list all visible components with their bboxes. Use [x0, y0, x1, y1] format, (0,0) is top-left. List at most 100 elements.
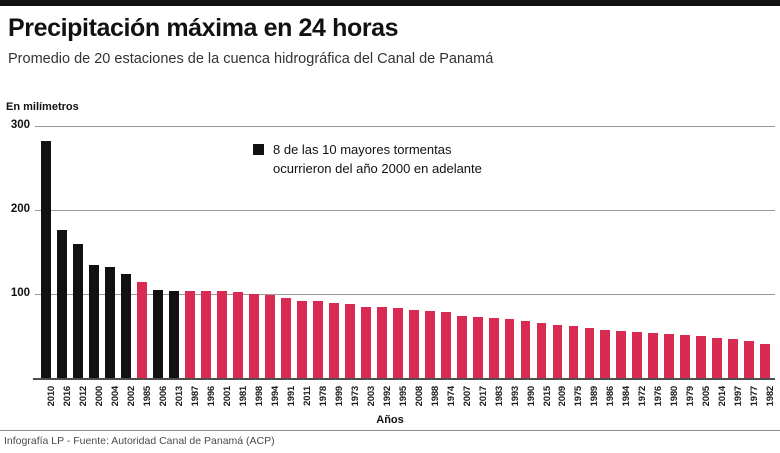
y-tick-label-200: 200 — [10, 203, 30, 215]
gridline-200 — [35, 210, 775, 211]
bar-slot — [629, 118, 645, 378]
bar-2008[interactable] — [408, 309, 419, 378]
bar-slot — [613, 118, 629, 378]
legend-swatch-icon — [253, 144, 264, 155]
bar-1991[interactable] — [280, 298, 291, 378]
page-subtitle: Promedio de 20 estaciones de la cuenca h… — [8, 51, 494, 67]
bar-1976[interactable] — [648, 332, 659, 378]
bar-slot — [741, 118, 757, 378]
bar-1972[interactable] — [632, 331, 643, 378]
bar-slot — [54, 118, 70, 378]
bar-1987[interactable] — [184, 290, 195, 378]
bar-slot — [581, 118, 597, 378]
axis-baseline — [33, 378, 775, 380]
bar-1978[interactable] — [312, 300, 323, 378]
bar-slot — [294, 118, 310, 378]
bar-slot — [134, 118, 150, 378]
bar-1996[interactable] — [200, 290, 211, 378]
gridline-100 — [35, 294, 775, 295]
bar-2003[interactable] — [360, 306, 371, 378]
bar-slot — [422, 118, 438, 378]
y-axis-units-label: En milímetros — [6, 101, 79, 113]
bar-slot — [693, 118, 709, 378]
bar-slot — [550, 118, 566, 378]
bar-1979[interactable] — [680, 335, 691, 378]
bar-slot — [182, 118, 198, 378]
bar-1988[interactable] — [424, 310, 435, 378]
bar-1999[interactable] — [328, 303, 339, 378]
bar-2001[interactable] — [216, 291, 227, 378]
bar-slot — [390, 118, 406, 378]
bar-2007[interactable] — [456, 315, 467, 378]
bar-slot — [150, 118, 166, 378]
bar-1998[interactable] — [248, 294, 259, 378]
bar-slot — [757, 118, 773, 378]
bar-1993[interactable] — [504, 319, 515, 378]
bar-slot — [70, 118, 86, 378]
bar-2005[interactable] — [696, 336, 707, 378]
y-tick-label-100: 100 — [10, 287, 30, 299]
bar-slot — [278, 118, 294, 378]
bar-2014[interactable] — [712, 337, 723, 378]
bar-2016[interactable] — [57, 230, 67, 378]
bar-1980[interactable] — [664, 334, 675, 378]
footer-divider — [0, 430, 780, 431]
bar-slot — [102, 118, 118, 378]
x-axis-title: Años — [376, 414, 404, 426]
bar-slot — [677, 118, 693, 378]
bar-2010[interactable] — [41, 141, 51, 378]
bar-slot — [118, 118, 134, 378]
footer-credit: Infografía LP - Fuente: Autoridad Canal … — [4, 435, 275, 447]
bar-slot — [534, 118, 550, 378]
bar-2004[interactable] — [104, 267, 115, 378]
chart-plot-area: 300 200 100 — [0, 118, 780, 383]
bar-slot — [661, 118, 677, 378]
bar-2012[interactable] — [73, 244, 83, 378]
legend-label: 8 de las 10 mayores tormentas ocurrieron… — [273, 142, 482, 176]
bar-1982[interactable] — [760, 343, 771, 378]
bar-1977[interactable] — [744, 341, 755, 378]
bar-1989[interactable] — [584, 328, 595, 378]
bar-1990[interactable] — [520, 320, 531, 378]
bar-2017[interactable] — [472, 316, 483, 378]
bar-slot — [470, 118, 486, 378]
bar-1985[interactable] — [136, 282, 147, 378]
bar-slot — [38, 118, 54, 378]
bar-2011[interactable] — [296, 300, 307, 378]
bar-1997[interactable] — [728, 338, 739, 378]
bar-1975[interactable] — [568, 325, 579, 378]
bar-1973[interactable] — [344, 304, 355, 378]
bar-slot — [86, 118, 102, 378]
bar-1974[interactable] — [440, 312, 451, 378]
bar-slot — [358, 118, 374, 378]
bar-slot — [406, 118, 422, 378]
bar-slot — [230, 118, 246, 378]
bar-2002[interactable] — [120, 273, 131, 378]
bars-group — [38, 118, 773, 378]
bar-1992[interactable] — [376, 307, 387, 378]
y-tick-label-300: 300 — [10, 119, 30, 131]
bar-1995[interactable] — [392, 308, 403, 378]
bar-slot — [597, 118, 613, 378]
bar-slot — [454, 118, 470, 378]
bar-slot — [374, 118, 390, 378]
bar-slot — [645, 118, 661, 378]
bar-slot — [709, 118, 725, 378]
chart-legend: 8 de las 10 mayores tormentas ocurrieron… — [253, 140, 513, 178]
bar-1986[interactable] — [600, 330, 611, 378]
bar-1983[interactable] — [488, 317, 499, 378]
bar-1984[interactable] — [616, 330, 627, 378]
bar-slot — [342, 118, 358, 378]
bar-slot — [166, 118, 182, 378]
bar-2015[interactable] — [536, 322, 547, 378]
gridline-300 — [35, 126, 775, 127]
bar-1981[interactable] — [232, 292, 243, 378]
bar-1994[interactable] — [264, 294, 275, 378]
bar-2013[interactable] — [168, 291, 179, 378]
bar-2009[interactable] — [552, 325, 563, 378]
bar-2000[interactable] — [88, 264, 99, 378]
x-tick-label-1982: 1982 — [765, 386, 777, 407]
bar-slot — [310, 118, 326, 378]
bar-2006[interactable] — [152, 289, 163, 378]
